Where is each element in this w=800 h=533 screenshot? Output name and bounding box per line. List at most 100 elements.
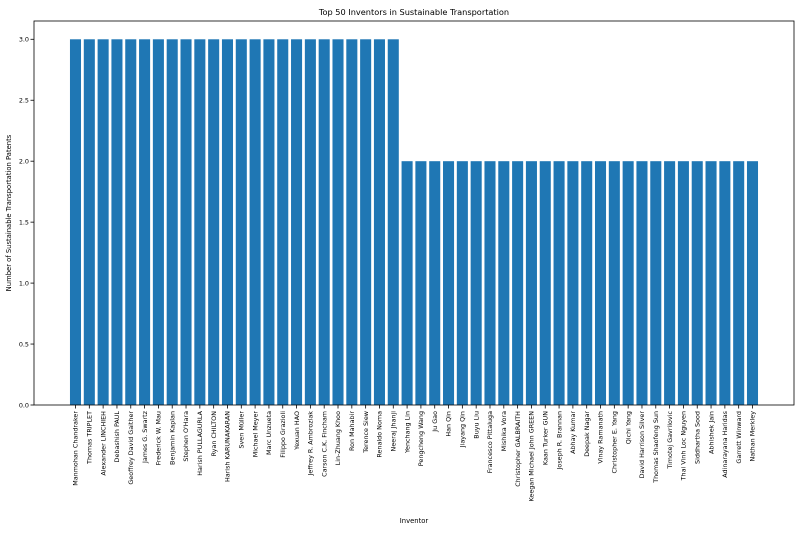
- x-tick-label: Christopher E. Yang: [611, 411, 619, 474]
- y-tick-label: 0.5: [19, 340, 29, 348]
- bar: [595, 161, 606, 405]
- x-tick-label: David Harrison Silver: [638, 411, 646, 479]
- x-tick-label: Stephen O'Hara: [182, 411, 190, 462]
- bar: [692, 161, 703, 405]
- bar: [733, 161, 744, 405]
- x-tick-label: Garrett Winward: [735, 411, 743, 464]
- bar: [429, 161, 440, 405]
- bar: [139, 39, 150, 405]
- bar: [747, 161, 758, 405]
- x-axis-label: Inventor: [400, 517, 429, 525]
- x-tick-label: Thai Vinh Loc Nguyen: [680, 411, 688, 481]
- x-tick-label: Harish PULLAGURLA: [196, 410, 204, 475]
- bar: [719, 161, 730, 405]
- x-tick-label: Thomas TRIPLET: [86, 411, 94, 465]
- x-tick-label: Carson C.K. Fincham: [320, 411, 328, 477]
- x-tick-label: Yenchang Lin: [403, 411, 411, 454]
- bar: [222, 39, 233, 405]
- bar: [319, 39, 330, 405]
- x-tick-label: Ju Gao: [431, 411, 439, 433]
- x-tick-label: Renaldo Noma: [376, 411, 384, 458]
- x-tick-label: Mishika Vora: [500, 411, 508, 451]
- x-tick-label: Frederick W. Mau: [155, 411, 163, 465]
- bar: [636, 161, 647, 405]
- x-tick-label: Jiayang Qin: [459, 411, 467, 448]
- bar: [609, 161, 620, 405]
- bar: [153, 39, 164, 405]
- y-axis-label: Number of Sustainable Transportation Pat…: [5, 134, 13, 291]
- bar: [650, 161, 661, 405]
- bar: [457, 161, 468, 405]
- bar: [388, 39, 399, 405]
- bar: [540, 161, 551, 405]
- x-tick-label: Abhishek Jain: [707, 411, 715, 454]
- bar: [623, 161, 634, 405]
- y-axis-ticks: 0.00.51.01.52.02.53.0: [19, 36, 34, 410]
- x-tick-label: Jeffrey R. Ambroziak: [307, 411, 315, 477]
- y-tick-label: 2.5: [19, 97, 29, 105]
- bar: [250, 39, 261, 405]
- chart-title: Top 50 Inventors in Sustainable Transpor…: [318, 7, 509, 17]
- bar: [678, 161, 689, 405]
- bar: [498, 161, 509, 405]
- x-tick-label: Abhay Kumar: [569, 411, 577, 454]
- x-tick-label: Ron Mahabir: [348, 411, 356, 451]
- x-tick-label: Keegan Michael John GREEN: [528, 411, 536, 502]
- bar: [263, 39, 274, 405]
- bar: [111, 39, 122, 405]
- x-tick-label: Kaan Turker GUN: [541, 411, 549, 465]
- bar: [526, 161, 537, 405]
- bar: [125, 39, 136, 405]
- bar: [346, 39, 357, 405]
- bar: [664, 161, 675, 405]
- x-tick-label: Han Qin: [445, 411, 453, 437]
- bar: [415, 161, 426, 405]
- x-tick-label: Alexander LINCHIEH: [99, 411, 107, 476]
- bar: [567, 161, 578, 405]
- bar: [70, 39, 81, 405]
- y-tick-label: 0.0: [19, 401, 29, 409]
- x-tick-label: Buyu Liu: [472, 411, 480, 439]
- bar: [554, 161, 565, 405]
- bar: [402, 161, 413, 405]
- x-tick-label: Thomas Shaofeng Sun: [652, 411, 660, 484]
- bar: [277, 39, 288, 405]
- x-tick-label: Siddhartha Sood: [693, 411, 701, 464]
- x-tick-label: Neeraj Jhanji: [389, 411, 397, 452]
- bar: [305, 39, 316, 405]
- bar: [581, 161, 592, 405]
- y-tick-label: 3.0: [19, 36, 29, 44]
- x-tick-label: Ryan CHILTON: [210, 411, 218, 457]
- x-tick-label: Debashish PAUL: [113, 411, 121, 463]
- x-tick-label: Marc Unzueta: [265, 411, 273, 455]
- bar: [443, 161, 454, 405]
- bar: [236, 39, 247, 405]
- bar: [706, 161, 717, 405]
- x-tick-label: Benjamin Kaplan: [168, 411, 176, 465]
- x-tick-label: Timotej Gavrilovic: [666, 411, 674, 470]
- bar: [291, 39, 302, 405]
- x-tick-label: Filippo Grazioli: [279, 411, 287, 458]
- x-tick-label: Nathan Merkley: [749, 411, 757, 462]
- x-axis-ticks: Manmohan ChandrakerThomas TRIPLETAlexand…: [72, 405, 757, 501]
- x-tick-label: Joseph R. Brannan: [555, 411, 563, 470]
- bar: [360, 39, 371, 405]
- x-tick-label: Michael Meyer: [251, 411, 259, 458]
- x-tick-label: Vinay Ramanath: [597, 411, 605, 464]
- y-tick-label: 1.0: [19, 279, 29, 287]
- bar: [167, 39, 178, 405]
- bar: [208, 39, 219, 405]
- bar: [374, 39, 385, 405]
- bar: [98, 39, 109, 405]
- x-tick-label: Harish KARUNAKARAN: [224, 411, 232, 482]
- x-tick-label: Deepak Nagar: [583, 411, 591, 457]
- bars-group: [70, 39, 758, 405]
- x-tick-label: Sven Müller: [238, 411, 246, 449]
- bar: [194, 39, 205, 405]
- x-tick-label: James G. Swartz: [141, 410, 149, 464]
- x-tick-label: Yexuan HAO: [293, 411, 301, 451]
- x-tick-label: Christopher GALBRAITH: [514, 411, 522, 487]
- bar: [332, 39, 343, 405]
- bar: [484, 161, 495, 405]
- x-tick-label: Geoffrey David Gaither: [127, 411, 135, 485]
